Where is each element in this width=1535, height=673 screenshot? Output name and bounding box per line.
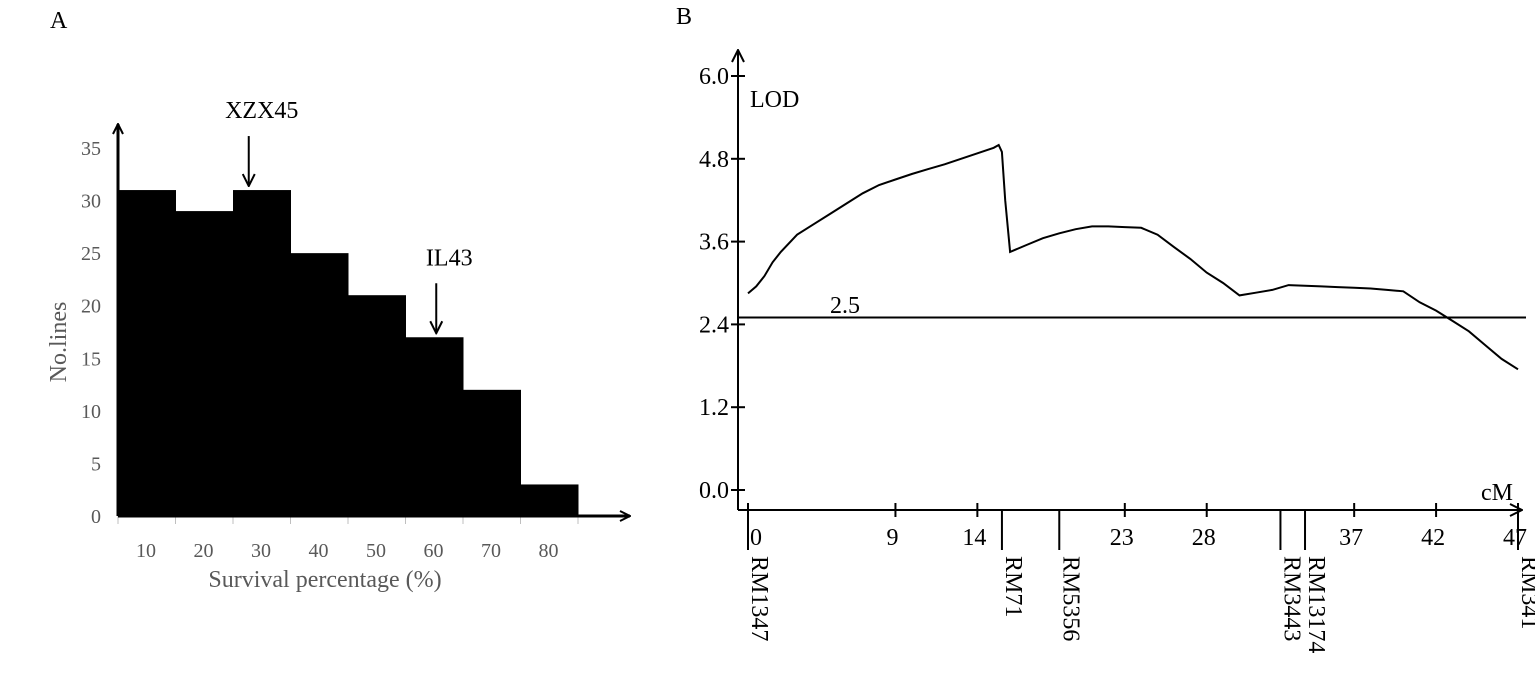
panel-a-histogram: 10 20 30 40 50 60 70 80 0 5 10 15 20 25 30 35 Survival… <box>46 98 630 593</box>
a-y-tick-label: 0 <box>91 506 101 528</box>
b-x-tick-label: 28 <box>1192 525 1216 551</box>
b-y-tick-label: 1.2 <box>699 395 729 421</box>
b-x-tick-label: 0 <box>750 525 762 551</box>
b-y-tick-label: 2.4 <box>699 312 729 338</box>
a-x-tick-label: 20 <box>194 540 214 562</box>
bar <box>348 295 406 516</box>
panel-a-label: A <box>50 8 68 34</box>
a-annotations: XZX45 IL43 <box>225 98 473 333</box>
a-x-tick-labels: 10 20 30 40 50 60 70 80 <box>136 540 559 562</box>
b-marker-label: RM1347 <box>746 556 772 641</box>
b-x-tick-label: 47 <box>1503 525 1527 551</box>
b-y-tick-label: 0.0 <box>699 478 729 504</box>
a-x-tick-label: 60 <box>424 540 444 562</box>
b-y-tick-label: 6.0 <box>699 64 729 90</box>
b-lod-curve <box>747 143 1519 371</box>
a-y-tick-labels: 0 5 10 15 20 25 30 35 <box>81 138 101 528</box>
a-y-axis-title: No.lines <box>46 302 72 383</box>
a-y-tick-label: 10 <box>81 401 101 423</box>
b-marker-label: RM341 <box>1516 556 1535 629</box>
a-x-tick-label: 80 <box>539 540 559 562</box>
a-annotation: XZX45 <box>225 98 298 186</box>
a-y-tick-label: 35 <box>81 138 101 160</box>
a-x-tick-label: 50 <box>366 540 386 562</box>
b-marker-label: RM71 <box>1000 556 1026 617</box>
b-marker-label: RM5356 <box>1057 556 1083 641</box>
a-x-tick-label: 70 <box>481 540 501 562</box>
b-y-ticks: 0.0 1.2 2.4 3.6 4.8 6.0 <box>699 64 745 504</box>
b-x-tick-label: 42 <box>1421 525 1445 551</box>
a-annotation-label: IL43 <box>426 245 473 271</box>
bar <box>520 484 579 516</box>
bar <box>175 211 234 517</box>
a-y-tick-label: 5 <box>91 453 101 475</box>
b-x-ticks: 0 9 14 23 28 37 42 47 <box>747 503 1527 551</box>
b-y-axis-title: LOD <box>750 87 799 113</box>
b-marker-label: RM13174 <box>1303 556 1329 653</box>
panel-b-label: B <box>676 4 692 30</box>
a-y-tick-label: 15 <box>81 348 101 370</box>
a-x-tick-label: 40 <box>309 540 329 562</box>
b-x-unit-label: cM <box>1481 480 1513 506</box>
bar <box>405 337 464 516</box>
b-threshold-label: 2.5 <box>830 293 860 319</box>
a-y-tick-label: 30 <box>81 191 101 213</box>
bar <box>118 190 176 517</box>
bar <box>233 190 291 517</box>
panel-b-lod-plot: 0.0 1.2 2.4 3.6 4.8 6.0 0 9 14 23 28 37 42 47 RM1347… <box>699 50 1535 653</box>
b-marker-label: RM3443 <box>1278 556 1304 641</box>
a-x-tick-label: 30 <box>251 540 271 562</box>
b-x-tick-label: 9 <box>886 525 898 551</box>
b-x-tick-label: 37 <box>1339 525 1363 551</box>
bar <box>463 389 521 516</box>
b-x-tick-label: 23 <box>1110 525 1134 551</box>
a-x-tick-label: 10 <box>136 540 156 562</box>
a-y-tick-label: 25 <box>81 243 101 265</box>
a-x-axis-title: Survival percentage (%) <box>208 567 441 593</box>
b-y-tick-label: 4.8 <box>699 147 729 173</box>
b-y-tick-label: 3.6 <box>699 230 729 256</box>
bar <box>290 253 349 516</box>
a-annotation-label: XZX45 <box>225 98 298 124</box>
a-y-tick-label: 20 <box>81 296 101 318</box>
a-bars <box>118 190 579 517</box>
a-annotation: IL43 <box>426 245 473 333</box>
b-x-tick-label: 14 <box>962 525 986 551</box>
